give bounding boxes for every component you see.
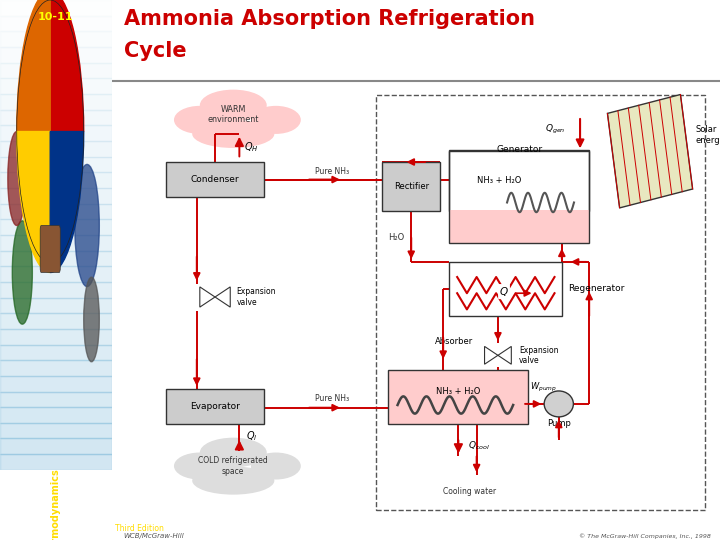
Ellipse shape xyxy=(174,106,225,134)
Ellipse shape xyxy=(251,106,301,134)
Text: Third Edition: Third Edition xyxy=(114,524,163,532)
Text: Expansion
valve: Expansion valve xyxy=(519,346,559,365)
Bar xyxy=(166,389,264,424)
Polygon shape xyxy=(485,347,498,364)
Ellipse shape xyxy=(192,467,274,495)
Polygon shape xyxy=(215,287,230,307)
Bar xyxy=(449,150,589,243)
Text: $W_{pump}$: $W_{pump}$ xyxy=(530,381,557,394)
Bar xyxy=(377,94,705,510)
Bar xyxy=(0,219,112,235)
Text: $Q_H$: $Q_H$ xyxy=(244,140,258,154)
Bar xyxy=(0,157,112,172)
Bar xyxy=(0,94,112,110)
Bar xyxy=(388,370,528,424)
Bar xyxy=(0,78,112,94)
Bar xyxy=(0,0,112,16)
Ellipse shape xyxy=(75,164,99,287)
Wedge shape xyxy=(50,0,84,132)
Bar xyxy=(0,392,112,407)
Text: WARM
environment: WARM environment xyxy=(207,105,259,124)
Bar xyxy=(0,235,112,251)
Text: $Q_{gen}$: $Q_{gen}$ xyxy=(546,123,566,136)
Text: Çengel: Çengel xyxy=(42,474,69,483)
Text: WCB/McGraw-Hill: WCB/McGraw-Hill xyxy=(124,532,184,539)
Bar xyxy=(0,125,112,141)
Circle shape xyxy=(544,391,573,417)
Ellipse shape xyxy=(8,132,26,226)
Text: Regenerator: Regenerator xyxy=(568,285,624,293)
Bar xyxy=(0,266,112,282)
Bar xyxy=(449,151,589,211)
Text: Rectifier: Rectifier xyxy=(394,182,429,191)
Text: Condenser: Condenser xyxy=(191,175,239,184)
Ellipse shape xyxy=(12,221,32,324)
Text: Boles: Boles xyxy=(45,487,66,495)
Bar xyxy=(0,16,112,31)
Bar xyxy=(0,204,112,219)
Bar xyxy=(382,162,440,211)
Bar xyxy=(0,454,112,470)
Text: Thermodynamics: Thermodynamics xyxy=(51,469,60,540)
Bar xyxy=(0,345,112,360)
Polygon shape xyxy=(200,287,215,307)
Text: Ammonia Absorption Refrigeration: Ammonia Absorption Refrigeration xyxy=(124,9,535,29)
Text: Absorber: Absorber xyxy=(436,336,474,346)
Text: 10-11: 10-11 xyxy=(38,12,73,22)
Text: Pure NH₃: Pure NH₃ xyxy=(315,394,349,403)
Bar xyxy=(0,141,112,157)
Bar xyxy=(0,376,112,392)
Bar xyxy=(0,313,112,329)
Ellipse shape xyxy=(200,437,266,467)
Bar xyxy=(0,251,112,266)
Bar xyxy=(166,162,264,197)
Bar xyxy=(0,31,112,47)
Text: Pure NH₃: Pure NH₃ xyxy=(315,167,349,176)
Bar xyxy=(0,110,112,125)
Bar xyxy=(0,329,112,345)
Text: Solar
energy: Solar energy xyxy=(696,125,720,145)
Text: NH₃ + H₂O: NH₃ + H₂O xyxy=(436,387,480,396)
Bar xyxy=(0,360,112,376)
Bar xyxy=(449,210,589,243)
Text: Expansion
valve: Expansion valve xyxy=(236,287,276,307)
Text: © The McGraw-Hill Companies, Inc., 1998: © The McGraw-Hill Companies, Inc., 1998 xyxy=(579,533,711,538)
Text: Generator: Generator xyxy=(496,145,542,154)
FancyBboxPatch shape xyxy=(40,226,60,273)
Ellipse shape xyxy=(251,453,301,480)
Ellipse shape xyxy=(200,90,266,121)
Bar xyxy=(0,423,112,438)
Text: Cycle: Cycle xyxy=(124,41,186,62)
Text: $Q_{cool}$: $Q_{cool}$ xyxy=(467,439,490,452)
Bar xyxy=(0,438,112,454)
Text: Pump: Pump xyxy=(546,420,571,428)
Text: $Q$: $Q$ xyxy=(499,285,509,298)
Bar xyxy=(0,188,112,204)
Bar xyxy=(0,47,112,63)
Bar xyxy=(0,298,112,313)
Ellipse shape xyxy=(84,277,99,362)
Wedge shape xyxy=(50,132,84,273)
Bar xyxy=(449,262,562,316)
Ellipse shape xyxy=(192,120,274,148)
Text: H₂O: H₂O xyxy=(388,233,405,242)
Bar xyxy=(0,407,112,423)
Polygon shape xyxy=(608,94,693,208)
Text: NH₃ + H₂O: NH₃ + H₂O xyxy=(477,177,521,185)
Ellipse shape xyxy=(174,453,225,480)
Text: COLD refrigerated
space: COLD refrigerated space xyxy=(199,456,268,476)
Bar xyxy=(0,282,112,298)
Text: Evaporator: Evaporator xyxy=(190,402,240,411)
Text: Cooling water: Cooling water xyxy=(444,487,496,496)
Polygon shape xyxy=(498,347,511,364)
Wedge shape xyxy=(17,0,50,132)
Wedge shape xyxy=(17,132,50,273)
Bar xyxy=(0,172,112,188)
Text: $Q_l$: $Q_l$ xyxy=(246,429,257,443)
Bar xyxy=(0,63,112,78)
